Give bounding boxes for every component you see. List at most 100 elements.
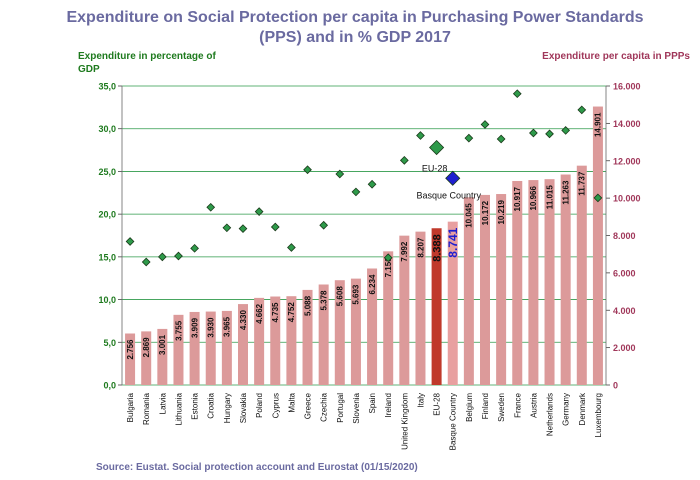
bar-value-label: 7.153 xyxy=(384,257,393,278)
left-tick-label: 5,0 xyxy=(103,338,116,348)
category-label: Netherlands xyxy=(546,393,555,436)
gdp-marker-portugal xyxy=(335,169,345,179)
bar-value-label: 2.869 xyxy=(142,337,151,358)
gdp-marker-france xyxy=(512,89,522,99)
bar-value-label: 8.207 xyxy=(416,237,425,258)
bar-value-label: 3.930 xyxy=(207,317,216,338)
bar-finland xyxy=(479,194,491,385)
bar-value-label: 3.001 xyxy=(158,334,167,355)
gdp-marker-poland xyxy=(254,207,264,216)
bar-denmark xyxy=(576,165,587,385)
left-tick-label: 20,0 xyxy=(98,210,116,220)
left-tick-label: 0,0 xyxy=(103,381,116,391)
bar-value-label: 14.901 xyxy=(594,112,603,137)
chart-title: Expenditure on Social Protection per cap… xyxy=(66,9,644,46)
bar-value-label: 3.909 xyxy=(190,317,199,338)
gdp-marker-luxembourg xyxy=(593,193,603,203)
bar-romania xyxy=(141,331,152,385)
gdp-marker-estonia xyxy=(190,243,199,253)
right-axis-title: Expenditure per capita in PPPs xyxy=(542,51,690,62)
category-label: Austria xyxy=(529,392,538,417)
gdp-marker-slovakia xyxy=(238,224,248,234)
gdp-marker-austria xyxy=(529,128,538,138)
gdp-marker-finland xyxy=(480,120,490,129)
bar-bulgaria xyxy=(125,333,136,385)
bar-value-label: 10.172 xyxy=(481,200,490,225)
bar-value-label: 11.737 xyxy=(578,171,587,196)
bar-lithuania xyxy=(173,314,184,385)
bar-france xyxy=(512,180,523,385)
category-label: Germany xyxy=(562,393,571,426)
gdp-marker-belgium xyxy=(464,133,474,143)
gdp-marker-united-kingdom xyxy=(399,155,409,165)
bar-value-label: 4.330 xyxy=(239,310,248,331)
gdp-marker-cyprus xyxy=(270,222,280,232)
category-label: Greece xyxy=(304,392,313,419)
bar-value-label: 8.741 xyxy=(446,227,460,257)
bar-germany xyxy=(560,174,571,385)
bar-malta xyxy=(286,296,297,385)
gdp-marker-lithuania xyxy=(174,251,183,261)
category-label: Hungary xyxy=(223,393,232,423)
right-tick-label: 2.000 xyxy=(613,343,636,353)
bar-estonia xyxy=(189,311,200,385)
bar-value-label: 11.015 xyxy=(545,185,554,210)
category-label: United Kingdom xyxy=(400,393,409,450)
left-tick-label: 10,0 xyxy=(98,295,116,305)
bar-slovakia xyxy=(237,304,249,385)
category-label: Sweden xyxy=(497,393,506,422)
bar-value-label: 10.045 xyxy=(465,203,474,228)
gdp-marker-latvia xyxy=(157,252,167,262)
gdp-marker-eu-28 xyxy=(429,139,445,156)
category-label: Croatia xyxy=(207,392,216,418)
bar-value-label: 10.917 xyxy=(513,186,522,211)
bar-austria xyxy=(528,180,539,385)
source-note: Source: Eustat. Social protection accoun… xyxy=(96,462,418,473)
bar-value-label: 3.755 xyxy=(174,320,183,341)
bar-netherlands xyxy=(544,179,555,385)
category-label: Malta xyxy=(287,392,296,412)
right-tick-label: 8.000 xyxy=(613,231,636,241)
left-tick-label: 15,0 xyxy=(98,252,116,262)
bar-greece xyxy=(302,289,313,385)
bar-value-label: 5.088 xyxy=(303,295,312,316)
bar-poland xyxy=(254,297,265,385)
gdp-marker-basque-country xyxy=(445,170,461,186)
bar-value-label: 4.662 xyxy=(255,303,264,324)
category-label: Cyprus xyxy=(271,393,280,418)
gdp-marker-czechia xyxy=(319,220,329,230)
bar-value-label: 3.965 xyxy=(223,316,232,337)
category-label: France xyxy=(513,392,522,417)
bar-value-label: 4.752 xyxy=(287,302,296,323)
category-label: Romania xyxy=(142,392,151,425)
category-label: Ireland xyxy=(384,393,393,417)
category-label: Bulgaria xyxy=(126,392,135,422)
left-axis-title: Expenditure in percentage of GDP xyxy=(78,51,216,75)
bar-value-label: 2.756 xyxy=(126,339,135,360)
left-tick-label: 25,0 xyxy=(98,167,116,177)
category-label: Finland xyxy=(481,393,490,419)
bar-value-label: 5.693 xyxy=(352,284,361,305)
bar-sweden xyxy=(496,194,507,385)
basque-annotation: Basque Country xyxy=(416,190,481,200)
gdp-marker-ireland xyxy=(383,253,393,263)
right-tick-label: 16.000 xyxy=(613,82,641,92)
left-tick-label: 35,0 xyxy=(98,82,116,92)
category-label: Poland xyxy=(255,393,264,418)
category-label: Basque Country xyxy=(449,393,458,450)
category-label: Denmark xyxy=(578,392,587,425)
category-label: Portugal xyxy=(336,393,345,423)
category-label: Italy xyxy=(416,393,425,408)
gdp-marker-malta xyxy=(287,243,296,252)
bar-value-label: 8.388 xyxy=(431,234,443,262)
bar-value-label: 4.735 xyxy=(271,302,280,323)
bar-czechia xyxy=(318,284,329,385)
gdp-marker-greece xyxy=(303,165,312,175)
bar-latvia xyxy=(157,328,168,385)
category-label: Belgium xyxy=(465,393,474,422)
bar-hungary xyxy=(221,310,232,385)
bar-belgium xyxy=(463,197,474,385)
eu-annotation: EU-28 xyxy=(422,164,448,174)
category-label: Spain xyxy=(368,393,377,413)
gdp-marker-spain xyxy=(367,179,377,189)
